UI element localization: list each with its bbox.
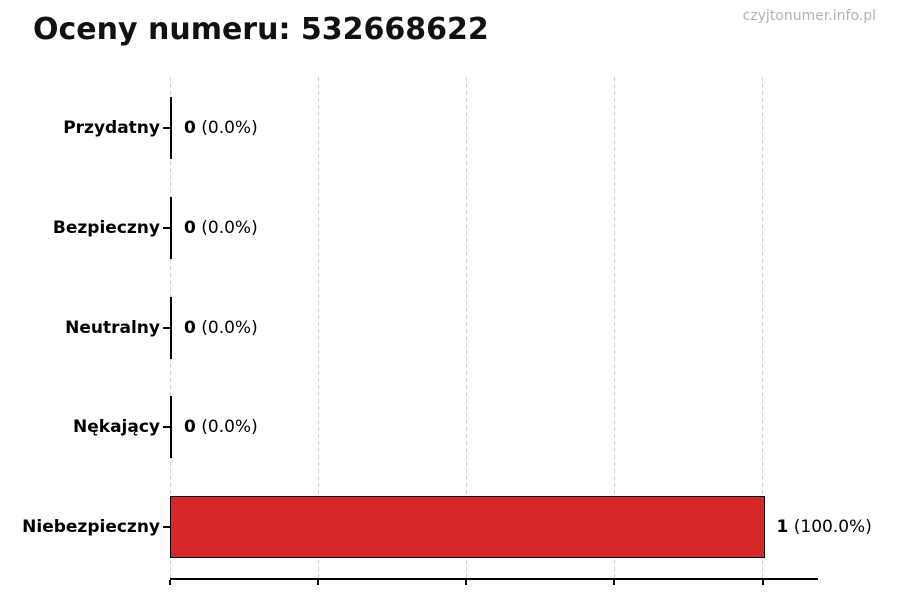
- x-axis-tick-3: [613, 580, 616, 585]
- x-axis-tick-2: [465, 580, 468, 585]
- bar-4: [170, 496, 765, 558]
- value-percent-2: (0.0%): [195, 317, 258, 338]
- gridline-x-1: [317, 77, 319, 578]
- gridline-x-2: [465, 77, 467, 578]
- y-axis-tick-4: [163, 526, 170, 528]
- value-label-3: 0 (0.0%): [184, 417, 258, 437]
- bar-1: [170, 196, 172, 259]
- category-label-3: Nękający: [73, 417, 160, 438]
- gridline-x-3: [613, 77, 615, 578]
- watermark-text: czyjtonumer.info.pl: [742, 8, 876, 24]
- y-axis-tick-0: [163, 127, 170, 129]
- value-count-0: 0: [184, 118, 196, 138]
- page-title: Oceny numeru: 532668622: [33, 12, 489, 47]
- value-percent-3: (0.0%): [195, 417, 258, 438]
- category-label-2: Neutralny: [65, 317, 160, 338]
- value-label-1: 0 (0.0%): [184, 218, 258, 238]
- category-label-0: Przydatny: [63, 118, 160, 138]
- value-percent-0: (0.0%): [195, 118, 258, 138]
- value-count-4: 1: [776, 517, 789, 537]
- y-axis-tick-2: [163, 326, 170, 329]
- value-label-4: 1 (100.0%): [777, 517, 872, 537]
- value-percent-4: (100.0%): [788, 517, 872, 537]
- value-count-3: 0: [184, 417, 196, 438]
- value-percent-1: (0.0%): [195, 217, 258, 238]
- gridline-x-4: [762, 77, 763, 578]
- category-label-4: Niebezpieczny: [22, 517, 160, 537]
- value-label-0: 0 (0.0%): [184, 118, 258, 138]
- x-axis-tick-1: [317, 580, 320, 585]
- value-count-2: 0: [184, 317, 196, 338]
- value-label-2: 0 (0.0%): [184, 318, 258, 338]
- y-axis-tick-1: [163, 226, 170, 229]
- value-count-1: 0: [184, 217, 196, 238]
- bar-0: [170, 97, 172, 159]
- bar-3: [170, 396, 172, 459]
- y-axis-tick-3: [163, 426, 170, 429]
- x-axis-tick-0: [169, 580, 171, 585]
- category-label-1: Bezpieczny: [52, 217, 160, 238]
- x-axis-line: [170, 578, 818, 580]
- bar-chart-plot-area: Przydatny 0 (0.0%) Bezpieczny 0 (0.0%) Neutr…: [22, 77, 872, 585]
- bar-2: [170, 296, 172, 359]
- x-axis-tick-4: [761, 580, 764, 585]
